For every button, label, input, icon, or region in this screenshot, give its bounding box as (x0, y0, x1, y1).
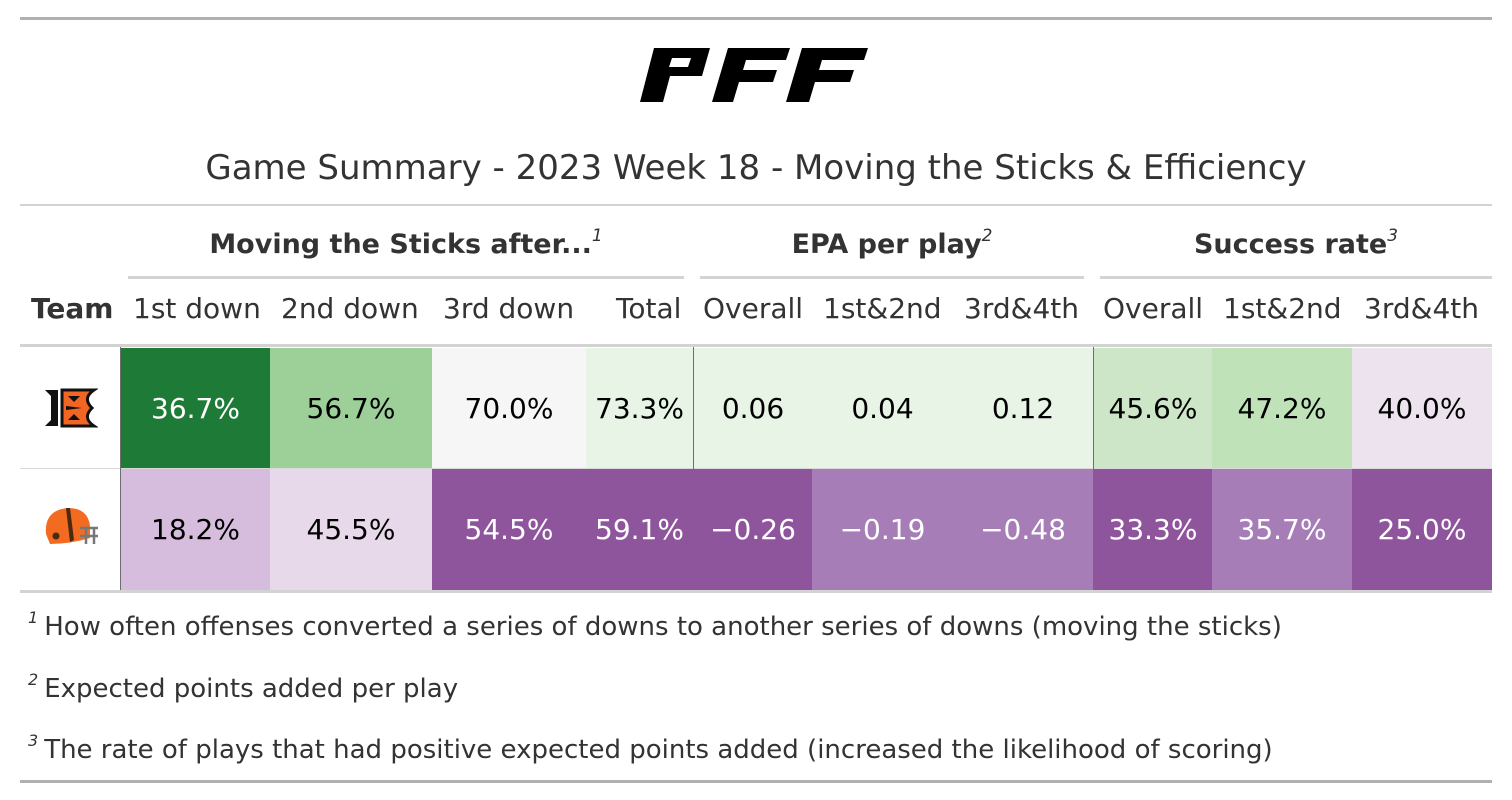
cell-sr-1st-2nd: 35.7% (1212, 469, 1352, 590)
cell-sr-3rd-4th: 25.0% (1352, 469, 1492, 590)
col-header-total: Total (616, 292, 682, 325)
cell-3rd-down: 54.5% (432, 469, 586, 590)
spanner-moving-sticks: Moving the Sticks after...1 (209, 226, 603, 260)
spanner-line (128, 276, 684, 279)
cell-1st-down: 18.2% (121, 469, 270, 590)
cell-sr-1st-2nd: 47.2% (1212, 348, 1352, 468)
table-title: Game Summary - 2023 Week 18 - Moving the… (205, 148, 1307, 188)
spanner-line (700, 276, 1084, 279)
footnote-3: 3 The rate of plays that had positive exp… (28, 731, 1273, 765)
body-rule (20, 590, 1492, 593)
cell-sr-3rd-4th: 40.0% (1352, 348, 1492, 468)
cell-epa-1st-2nd: −0.19 (812, 469, 953, 590)
cell-1st-down: 36.7% (121, 348, 270, 468)
header-rule (20, 344, 1492, 347)
col-header-sr-1st-2nd: 1st&2nd (1223, 292, 1342, 325)
spanner-success-rate: Success rate3 (1193, 226, 1399, 260)
col-header-sr-overall: Overall (1103, 292, 1204, 325)
column-divider (1093, 347, 1094, 591)
row-separator (20, 468, 1492, 469)
col-header-epa-1st-2nd: 1st&2nd (823, 292, 942, 325)
col-header-epa-overall: Overall (703, 292, 804, 325)
cell-total: 59.1% (586, 469, 693, 590)
title-rule (20, 204, 1492, 206)
cell-2nd-down: 56.7% (270, 348, 432, 468)
cell-epa-3rd-4th: −0.48 (953, 469, 1093, 590)
cell-epa-overall: −0.26 (694, 469, 812, 590)
top-rule (20, 17, 1492, 20)
col-header-1st-down: 1st down (133, 292, 261, 325)
pff-logo (640, 48, 868, 102)
column-divider (120, 347, 121, 591)
footnote-1: 1 How often offenses converted a series o… (28, 608, 1282, 642)
col-header-team: Team (31, 292, 114, 325)
cell-epa-3rd-4th: 0.12 (953, 348, 1093, 468)
cell-sr-overall: 45.6% (1094, 348, 1212, 468)
bottom-rule (20, 780, 1492, 783)
col-header-2nd-down: 2nd down (281, 292, 419, 325)
cell-epa-overall: 0.06 (694, 348, 812, 468)
spanner-line (1100, 276, 1492, 279)
spanner-epa: EPA per play2 (791, 226, 993, 260)
col-header-3rd-down: 3rd down (443, 292, 575, 325)
footnote-2: 2 Expected points added per play (28, 670, 459, 704)
cell-3rd-down: 70.0% (432, 348, 586, 468)
col-header-epa-3rd-4th: 3rd&4th (964, 292, 1079, 325)
bengals-logo (45, 388, 98, 428)
cell-2nd-down: 45.5% (270, 469, 432, 590)
cell-sr-overall: 33.3% (1094, 469, 1212, 590)
browns-logo (45, 508, 98, 544)
cell-total: 73.3% (586, 348, 693, 468)
column-divider (693, 347, 694, 591)
col-header-sr-3rd-4th: 3rd&4th (1364, 292, 1479, 325)
cell-epa-1st-2nd: 0.04 (812, 348, 953, 468)
